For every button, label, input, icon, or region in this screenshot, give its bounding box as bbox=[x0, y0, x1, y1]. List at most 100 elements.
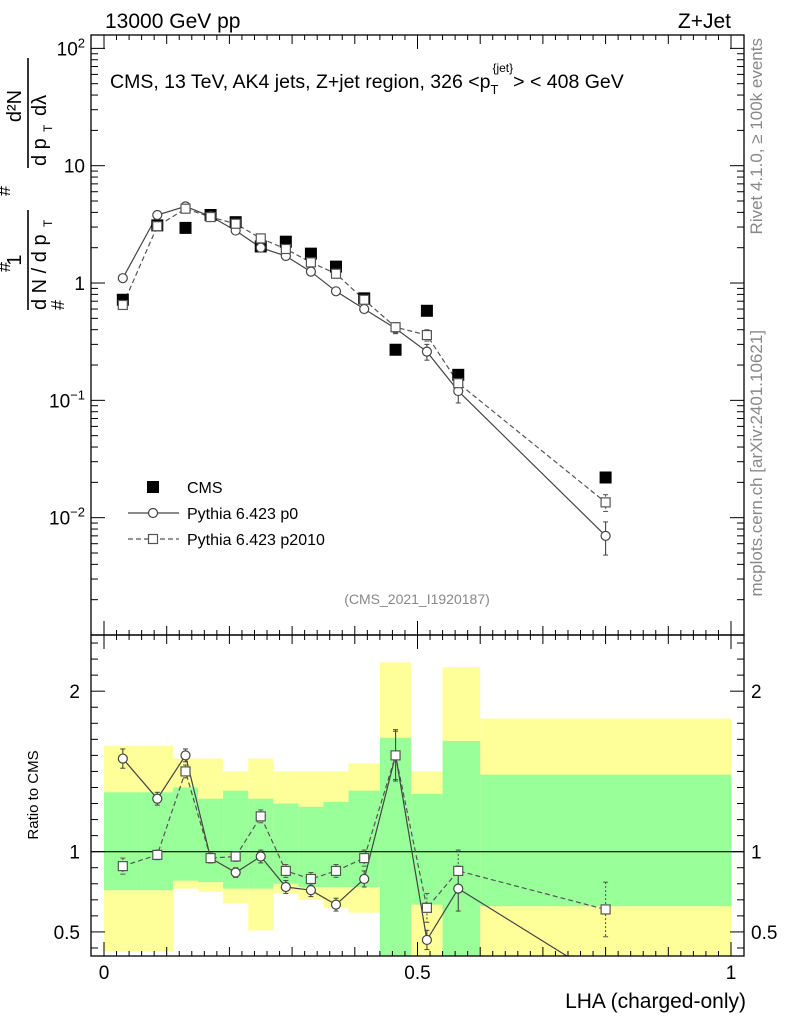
svg-text:#: # bbox=[48, 300, 68, 310]
svg-text:d N / d p: d N / d p bbox=[29, 234, 51, 310]
ratio-y-tick-label: 1 bbox=[69, 843, 80, 864]
plot-title: CMS, 13 TeV, AK4 jets, Z+jet region, 326… bbox=[110, 61, 624, 97]
ratio-y-tick-labels: 0.5 0.5 1 1 2 2 bbox=[54, 682, 778, 944]
x-tick-label: 0.5 bbox=[404, 963, 430, 984]
p2010-series-line bbox=[122, 208, 606, 503]
main-ticks bbox=[91, 35, 744, 636]
x-tick-labels: 0 0.5 1 bbox=[99, 963, 737, 984]
p0-data-point bbox=[305, 266, 317, 277]
ratio-inner-band bbox=[141, 792, 173, 891]
legend: CMS Pythia 6.423 p0 Pythia 6.423 p2010 bbox=[128, 480, 325, 549]
ratio-p0-point bbox=[255, 851, 266, 862]
p2010-data-point bbox=[255, 233, 266, 244]
legend-label-p2010: Pythia 6.423 p2010 bbox=[187, 532, 325, 549]
x-tick-label: 1 bbox=[726, 963, 737, 984]
cms-data-point bbox=[389, 343, 402, 356]
ratio-p0-point bbox=[305, 885, 317, 896]
ratio-p2010-line bbox=[122, 755, 606, 911]
ratio-p0-point bbox=[117, 753, 128, 764]
p0-data-point bbox=[152, 209, 163, 221]
ratio-p2010-point bbox=[205, 852, 216, 864]
ratio-p2010-point bbox=[453, 865, 464, 877]
ratio-markers bbox=[117, 750, 611, 946]
ratio-p0-point bbox=[280, 881, 291, 893]
ratio-y-tick-label-right: 0.5 bbox=[751, 923, 777, 944]
ratio-y-tick-label-right: 2 bbox=[751, 682, 762, 703]
ratio-p2010-point bbox=[152, 849, 163, 860]
cms-data-point bbox=[179, 221, 192, 234]
ratio-p0-point bbox=[359, 873, 370, 885]
p2010-data-point bbox=[390, 322, 401, 333]
p2010-data-point bbox=[117, 299, 128, 311]
main-y-tick-label: 1 bbox=[74, 274, 85, 295]
cms-data-point bbox=[304, 247, 317, 260]
ratio-inner-band bbox=[104, 792, 142, 891]
p2010-data-point bbox=[359, 294, 370, 305]
svg-text:#: # bbox=[0, 262, 14, 272]
svg-text:d²N: d²N bbox=[4, 90, 26, 122]
ratio-y-tick-label: 2 bbox=[69, 682, 80, 703]
header-left: 13000 GeV pp bbox=[105, 10, 240, 33]
legend-marker-cms bbox=[147, 481, 159, 493]
p0-data-point bbox=[255, 242, 266, 253]
ratio-p0-point bbox=[230, 867, 241, 878]
p2010-data-point bbox=[152, 221, 163, 232]
p0-data-point bbox=[117, 273, 128, 284]
p0-data-point bbox=[359, 303, 370, 315]
svg-text:T: T bbox=[41, 219, 55, 227]
main-y-tick-label: 10−2 bbox=[49, 505, 85, 530]
ratio-p2010-point bbox=[359, 852, 370, 864]
ratio-ticks bbox=[91, 635, 744, 956]
ratio-p2010-point bbox=[330, 865, 342, 877]
ratio-inner-band bbox=[480, 774, 731, 907]
ratio-p2010-point bbox=[305, 873, 317, 885]
cms-data-point bbox=[452, 368, 465, 381]
ratio-inner-band bbox=[198, 798, 224, 883]
ratio-p2010-point bbox=[390, 750, 401, 761]
ratio-p2010-point bbox=[421, 902, 433, 913]
svg-text:d p: d p bbox=[29, 138, 51, 166]
ratio-p2010-point bbox=[230, 851, 241, 862]
side-text-top: Rivet 4.1.0, ≥ 100k events bbox=[747, 38, 766, 234]
svg-text:1: 1 bbox=[4, 254, 26, 265]
ratio-p0-point bbox=[421, 934, 433, 946]
p2010-data-point bbox=[330, 268, 342, 279]
ratio-inner-band bbox=[411, 793, 443, 905]
side-text-bottom: mcplots.cern.ch [arXiv:2401.10621] bbox=[747, 330, 766, 596]
p2010-data-point bbox=[453, 378, 464, 389]
main-y-tick-label: 102 bbox=[57, 35, 85, 60]
legend-label-p0: Pythia 6.423 p0 bbox=[187, 506, 298, 523]
ratio-uncertainty-bands bbox=[104, 662, 731, 956]
cms-data-point bbox=[420, 304, 433, 317]
p2010-data-point bbox=[600, 497, 611, 508]
main-y-tick-label: 10−1 bbox=[49, 387, 85, 412]
p0-data-point bbox=[330, 286, 342, 297]
ratio-p0-point bbox=[180, 750, 191, 761]
ratio-y-tick-label-right: 1 bbox=[751, 843, 762, 864]
main-y-tick-labels: 10−2 10−1 1 10 102 bbox=[49, 35, 85, 529]
ratio-y-axis-label: Ratio to CMS bbox=[25, 750, 42, 839]
x-axis-label: LHA (charged-only) bbox=[565, 990, 746, 1013]
p2010-data-point bbox=[421, 329, 433, 341]
ratio-p0-point bbox=[453, 883, 464, 894]
p2010-data-point bbox=[280, 243, 291, 255]
legend-marker-p2010 bbox=[147, 533, 159, 545]
ratio-p0-point bbox=[152, 793, 163, 804]
svg-text:dλ: dλ bbox=[29, 95, 51, 116]
analysis-id: (CMS_2021_I1920187) bbox=[344, 591, 490, 607]
ratio-inner-band bbox=[442, 740, 481, 956]
cms-data-point bbox=[599, 471, 612, 484]
header-right: Z+Jet bbox=[678, 10, 731, 33]
p0-data-point bbox=[421, 346, 433, 357]
main-markers bbox=[116, 201, 612, 541]
svg-text:#: # bbox=[0, 186, 14, 196]
ratio-p2010-point bbox=[255, 811, 266, 822]
main-y-tick-label: 10 bbox=[64, 157, 85, 178]
p2010-data-point bbox=[205, 211, 216, 223]
ratio-p2010-point bbox=[600, 904, 611, 915]
legend-label-cms: CMS bbox=[187, 480, 223, 497]
p2010-data-point bbox=[180, 203, 191, 214]
ratio-p0-point bbox=[330, 899, 342, 910]
svg-text:T: T bbox=[41, 124, 55, 132]
